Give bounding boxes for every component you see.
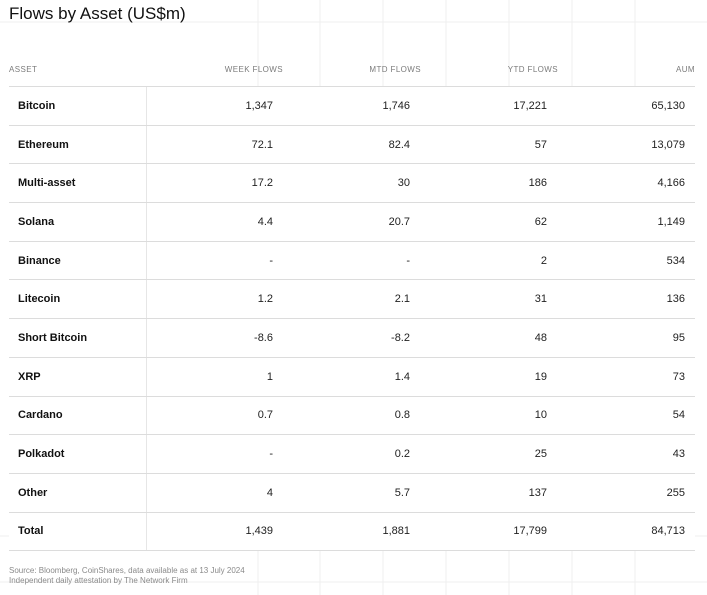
- cell-aum: 136: [666, 293, 685, 306]
- column-divider: [146, 125, 147, 164]
- column-divider: [146, 241, 147, 280]
- cell-asset: Multi-asset: [18, 177, 76, 190]
- cell-week-flows: 1,347: [245, 99, 273, 112]
- cell-asset: Total: [18, 525, 44, 538]
- column-divider: [146, 357, 147, 396]
- cell-aum: 65,130: [651, 99, 685, 112]
- cell-aum: 534: [666, 254, 685, 267]
- table-header: ASSET WEEK FLOWS MTD FLOWS YTD FLOWS AUM: [9, 50, 695, 87]
- cell-asset: Bitcoin: [18, 99, 56, 112]
- table-row: Binance - - 2 534: [9, 241, 695, 281]
- cell-ytd-flows: 137: [528, 486, 547, 499]
- cell-mtd-flows: -8.2: [391, 331, 410, 344]
- table-row: Litecoin 1.2 2.1 31 136: [9, 280, 695, 320]
- column-divider: [146, 396, 147, 435]
- cell-asset: Cardano: [18, 409, 63, 422]
- cell-mtd-flows: 2.1: [394, 293, 410, 306]
- cell-aum: 255: [666, 486, 685, 499]
- cell-ytd-flows: 19: [534, 370, 547, 383]
- cell-mtd-flows: 1,881: [382, 525, 410, 538]
- column-divider: [146, 280, 147, 319]
- cell-asset: Other: [18, 486, 48, 499]
- cell-mtd-flows: 0.8: [394, 409, 410, 422]
- table-row: Solana 4.4 20.7 62 1,149: [9, 203, 695, 242]
- cell-asset: Litecoin: [18, 293, 61, 306]
- header-ytd-flows: YTD FLOWS: [507, 65, 558, 74]
- column-divider: [146, 203, 147, 241]
- cell-week-flows: 1: [266, 370, 273, 383]
- page-title: Flows by Asset (US$m): [9, 4, 186, 23]
- cell-ytd-flows: 17,799: [513, 525, 547, 538]
- header-aum: AUM: [676, 65, 695, 74]
- cell-week-flows: -: [269, 254, 273, 267]
- cell-aum: 4,166: [657, 177, 685, 190]
- cell-mtd-flows: 30: [397, 177, 410, 190]
- cell-aum: 13,079: [651, 138, 685, 151]
- cell-asset: Polkadot: [18, 448, 65, 461]
- cell-ytd-flows: 10: [534, 409, 547, 422]
- cell-asset: Binance: [18, 254, 61, 267]
- cell-ytd-flows: 2: [540, 254, 547, 267]
- cell-ytd-flows: 31: [534, 293, 547, 306]
- column-divider: [146, 164, 147, 203]
- column-divider: [146, 435, 147, 473]
- cell-week-flows: 0.7: [257, 409, 273, 422]
- cell-mtd-flows: 1.4: [394, 370, 410, 383]
- cell-mtd-flows: 20.7: [388, 215, 410, 228]
- cell-aum: 84,713: [651, 525, 685, 538]
- cell-mtd-flows: 1,746: [382, 99, 410, 112]
- cell-week-flows: -: [269, 448, 273, 461]
- cell-asset: Short Bitcoin: [18, 331, 88, 344]
- table-row: Ethereum 72.1 82.4 57 13,079: [9, 125, 695, 165]
- table-row: Total 1,439 1,881 17,799 84,713: [9, 512, 695, 552]
- table-row: Multi-asset 17.2 30 186 4,166: [9, 164, 695, 204]
- table-row: Polkadot - 0.2 25 43: [9, 435, 695, 474]
- header-week-flows: WEEK FLOWS: [224, 65, 283, 74]
- cell-asset: Ethereum: [18, 138, 69, 151]
- column-divider: [146, 512, 147, 551]
- flows-table: ASSET WEEK FLOWS MTD FLOWS YTD FLOWS AUM…: [9, 50, 695, 552]
- table-body: Bitcoin 1,347 1,746 17,221 65,130 Ethereum 72.…: [9, 87, 695, 552]
- cell-aum: 95: [672, 331, 685, 344]
- cell-aum: 43: [672, 448, 685, 461]
- table-row: XRP 1 1.4 19 73: [9, 357, 695, 397]
- column-divider: [146, 87, 147, 125]
- cell-mtd-flows: 5.7: [394, 486, 410, 499]
- cell-week-flows: 17.2: [251, 177, 273, 190]
- cell-asset: XRP: [18, 370, 41, 383]
- footer-attestation: Independent daily attestation by The Net…: [9, 576, 188, 585]
- cell-ytd-flows: 48: [534, 331, 547, 344]
- cell-ytd-flows: 17,221: [513, 99, 547, 112]
- header-mtd-flows: MTD FLOWS: [369, 65, 421, 74]
- cell-aum: 1,149: [657, 215, 685, 228]
- cell-ytd-flows: 25: [534, 448, 547, 461]
- cell-asset: Solana: [18, 215, 55, 228]
- column-divider: [146, 473, 147, 512]
- cell-mtd-flows: 0.2: [394, 448, 410, 461]
- cell-ytd-flows: 57: [534, 138, 547, 151]
- header-asset: ASSET: [9, 65, 38, 74]
- cell-aum: 54: [672, 409, 685, 422]
- cell-mtd-flows: -: [406, 254, 410, 267]
- cell-ytd-flows: 186: [528, 177, 547, 190]
- cell-mtd-flows: 82.4: [388, 138, 410, 151]
- cell-ytd-flows: 62: [534, 215, 547, 228]
- table-row: Short Bitcoin -8.6 -8.2 48 95: [9, 319, 695, 358]
- footer-source: Source: Bloomberg, CoinShares, data avai…: [9, 566, 245, 575]
- cell-week-flows: 1,439: [245, 525, 273, 538]
- cell-week-flows: -8.6: [254, 331, 273, 344]
- footer-notes: Source: Bloomberg, CoinShares, data avai…: [9, 566, 245, 586]
- table-row: Other 4 5.7 137 255: [9, 473, 695, 513]
- cell-week-flows: 1.2: [257, 293, 273, 306]
- cell-week-flows: 4.4: [257, 215, 273, 228]
- cell-aum: 73: [672, 370, 685, 383]
- cell-week-flows: 4: [266, 486, 273, 499]
- table-row: Cardano 0.7 0.8 10 54: [9, 396, 695, 436]
- column-divider: [146, 319, 147, 357]
- table-row: Bitcoin 1,347 1,746 17,221 65,130: [9, 87, 695, 126]
- cell-week-flows: 72.1: [251, 138, 273, 151]
